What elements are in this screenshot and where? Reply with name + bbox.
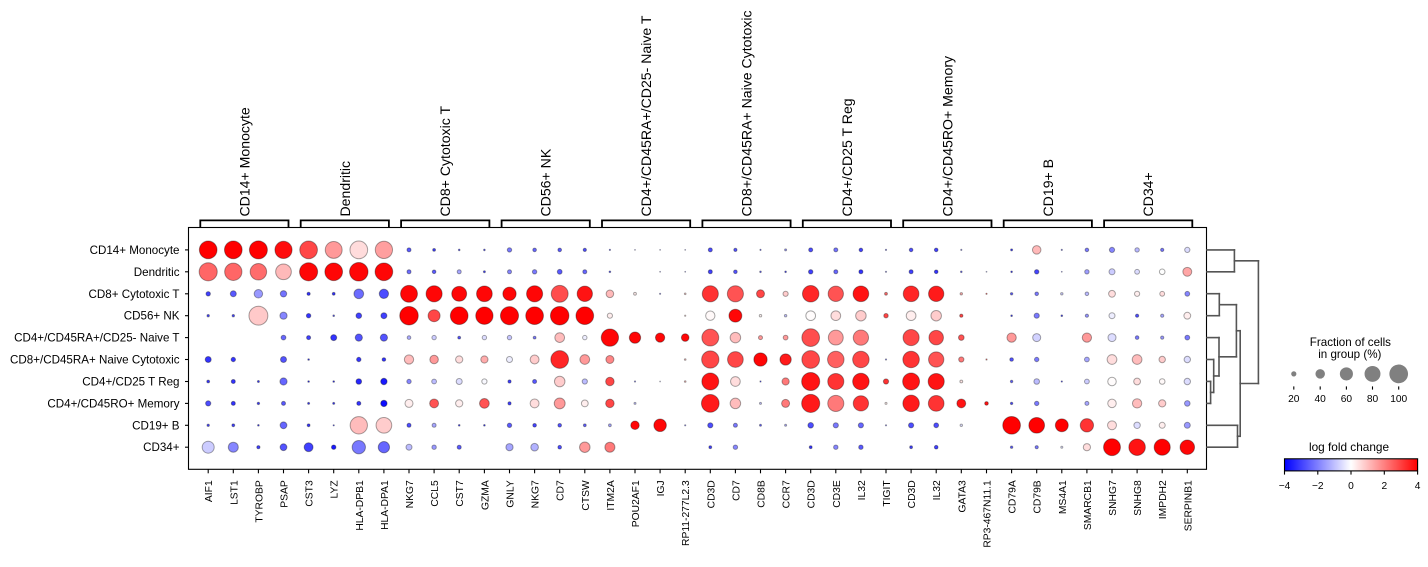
- svg-text:log fold change: log fold change: [1309, 440, 1389, 454]
- svg-text:CD56+ NK: CD56+ NK: [538, 148, 554, 216]
- svg-text:CD8+ Cytotoxic T: CD8+ Cytotoxic T: [89, 288, 180, 301]
- svg-text:CD8B: CD8B: [757, 480, 768, 508]
- svg-text:ITM2A: ITM2A: [606, 480, 617, 510]
- svg-text:LYZ: LYZ: [330, 480, 341, 498]
- svg-text:CD19+ B: CD19+ B: [132, 419, 180, 432]
- svg-text:SERPINB1: SERPINB1: [1183, 480, 1194, 531]
- svg-text:RP11-277L2.3: RP11-277L2.3: [681, 480, 692, 546]
- svg-text:CD8+ Cytotoxic T: CD8+ Cytotoxic T: [437, 106, 453, 217]
- svg-text:100: 100: [1390, 394, 1407, 405]
- svg-text:NKG7: NKG7: [405, 480, 416, 508]
- svg-text:CD3D: CD3D: [807, 480, 818, 508]
- svg-text:CD79B: CD79B: [1033, 480, 1044, 513]
- svg-text:CST3: CST3: [305, 480, 316, 507]
- svg-text:HLA-DPA1: HLA-DPA1: [380, 480, 391, 530]
- svg-text:CD19+ B: CD19+ B: [1040, 159, 1056, 217]
- svg-text:IL32: IL32: [932, 480, 943, 500]
- svg-text:RP3-467N11.1: RP3-467N11.1: [983, 480, 994, 548]
- svg-text:SMARCB1: SMARCB1: [1083, 480, 1094, 530]
- svg-text:2: 2: [1381, 481, 1387, 492]
- svg-text:CD4+/CD45RO+ Memory: CD4+/CD45RO+ Memory: [47, 397, 179, 410]
- svg-text:CD3D: CD3D: [706, 480, 717, 508]
- svg-text:CD34+: CD34+: [143, 441, 180, 454]
- svg-text:in group (%): in group (%): [1318, 348, 1381, 361]
- svg-text:20: 20: [1288, 394, 1300, 405]
- svg-text:CD8+/CD45RA+ Naive Cytotoxic: CD8+/CD45RA+ Naive Cytotoxic: [10, 354, 180, 367]
- svg-text:IL32: IL32: [857, 480, 868, 500]
- svg-text:IGJ: IGJ: [656, 480, 667, 496]
- svg-text:CD14+ Monocyte: CD14+ Monocyte: [90, 244, 180, 257]
- svg-text:4: 4: [1415, 481, 1421, 492]
- svg-text:CD8+/CD45RA+ Naive Cytotoxic: CD8+/CD45RA+ Naive Cytotoxic: [739, 10, 755, 216]
- svg-text:CD79A: CD79A: [1008, 480, 1019, 513]
- svg-text:Dendritic: Dendritic: [337, 161, 353, 217]
- svg-text:CCL5: CCL5: [430, 480, 441, 507]
- svg-text:GNLY: GNLY: [506, 480, 517, 507]
- svg-text:POU2AF1: POU2AF1: [631, 480, 642, 527]
- svg-text:CD4+/CD25 T Reg: CD4+/CD25 T Reg: [82, 376, 179, 389]
- svg-text:TIGIT: TIGIT: [882, 480, 893, 507]
- svg-text:CD4+/CD45RA+/CD25- Naive T: CD4+/CD45RA+/CD25- Naive T: [638, 15, 654, 216]
- svg-text:MS4A1: MS4A1: [1058, 480, 1069, 514]
- svg-text:CD34+: CD34+: [1140, 172, 1156, 216]
- svg-text:80: 80: [1367, 394, 1379, 405]
- svg-text:IMPDH2: IMPDH2: [1158, 480, 1169, 519]
- svg-text:CST7: CST7: [455, 480, 466, 507]
- svg-text:Dendritic: Dendritic: [134, 266, 180, 279]
- svg-text:Fraction of cells: Fraction of cells: [1310, 336, 1391, 349]
- svg-text:PSAP: PSAP: [280, 480, 291, 508]
- svg-text:CD7: CD7: [731, 480, 742, 501]
- svg-text:60: 60: [1341, 394, 1353, 405]
- svg-text:CD3E: CD3E: [832, 480, 843, 508]
- svg-text:CD14+ Monocyte: CD14+ Monocyte: [236, 107, 252, 216]
- svg-text:CD4+/CD25 T Reg: CD4+/CD25 T Reg: [839, 98, 855, 216]
- svg-text:GZMA: GZMA: [480, 480, 491, 510]
- svg-text:HLA-DPB1: HLA-DPB1: [355, 480, 366, 531]
- svg-text:GATA3: GATA3: [957, 480, 968, 513]
- svg-text:40: 40: [1315, 394, 1327, 405]
- svg-text:CTSW: CTSW: [581, 480, 592, 511]
- svg-text:−4: −4: [1279, 481, 1291, 492]
- svg-text:CD4+/CD45RA+/CD25- Naive T: CD4+/CD45RA+/CD25- Naive T: [14, 332, 179, 345]
- svg-text:LST1: LST1: [229, 480, 240, 505]
- svg-text:0: 0: [1348, 481, 1354, 492]
- svg-text:CD3D: CD3D: [907, 480, 918, 508]
- svg-text:SNHG7: SNHG7: [1108, 480, 1119, 516]
- svg-text:SNHG8: SNHG8: [1133, 480, 1144, 516]
- svg-text:NKG7: NKG7: [531, 480, 542, 508]
- svg-text:AIF1: AIF1: [204, 480, 215, 502]
- svg-text:CD56+ NK: CD56+ NK: [124, 310, 180, 323]
- svg-text:CD4+/CD45RO+ Memory: CD4+/CD45RO+ Memory: [939, 55, 955, 217]
- svg-text:CCR7: CCR7: [782, 480, 793, 508]
- svg-text:−2: −2: [1312, 481, 1324, 492]
- svg-text:TYROBP: TYROBP: [254, 480, 265, 522]
- svg-text:CD7: CD7: [556, 480, 567, 501]
